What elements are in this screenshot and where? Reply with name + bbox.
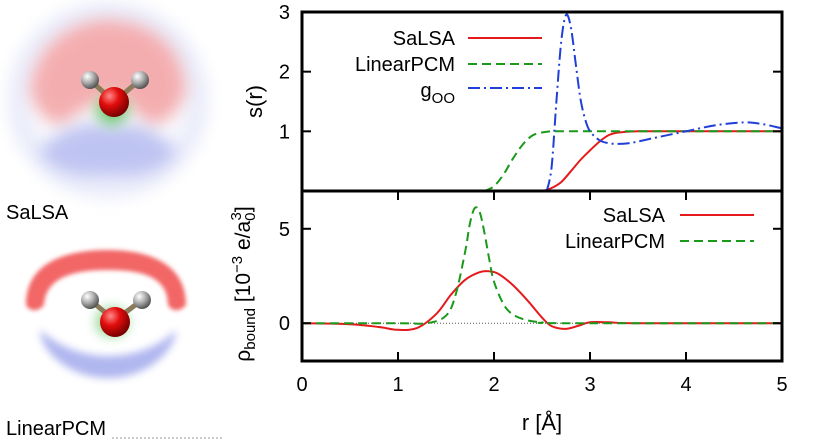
legend-entry-linearpcm: LinearPCM <box>355 54 542 76</box>
s-of-r-legend: SaLSA LinearPCM gOO <box>355 28 542 107</box>
s-of-r-chart: 1 2 3 s(r) SaLSA LinearPCM gOO <box>242 2 784 193</box>
series-line-linearpcm-bottom <box>302 206 782 325</box>
rho-bound-chart: 0 5 0 1 2 3 4 5 ρbound [10−3 e/a03] r [Å] SaLSA… <box>228 189 788 435</box>
x-tick-label: 5 <box>776 374 787 396</box>
series-line-salsa <box>532 130 782 191</box>
x-tick-label: 0 <box>296 374 307 396</box>
y-tick-label: 3 <box>279 2 290 24</box>
legend-label-goo: gOO <box>421 80 455 107</box>
s-of-r-y-axis-label: s(r) <box>242 85 267 118</box>
x-tick-label: 4 <box>680 374 691 396</box>
legend-entry-linearpcm-bottom: LinearPCM <box>565 231 754 253</box>
legend-label-linearpcm: LinearPCM <box>355 54 455 76</box>
salsa-density-image <box>8 2 208 198</box>
rho-bound-x-axis-label: r [Å] <box>522 410 562 435</box>
series-line-salsa-bottom <box>302 270 782 331</box>
legend-label-salsa: SaLSA <box>393 28 456 50</box>
series-line-g-oo <box>545 13 782 191</box>
legend-entry-salsa-bottom: SaLSA <box>603 205 754 227</box>
y-tick-label: 0 <box>279 313 290 335</box>
legend-label-salsa-bottom: SaLSA <box>603 205 666 227</box>
rho-bound-y-axis-label: ρbound [10−3 e/a03] <box>228 206 259 361</box>
series-line-linearpcm <box>483 130 782 191</box>
legend-entry-salsa: SaLSA <box>393 28 542 50</box>
y-tick-label: 1 <box>279 121 290 143</box>
y-tick-label: 5 <box>279 219 290 241</box>
x-tick-label: 2 <box>488 374 499 396</box>
s-of-r-y-ticks: 1 2 3 <box>279 2 782 143</box>
x-tick-label: 1 <box>392 374 403 396</box>
x-tick-label: 3 <box>584 374 595 396</box>
linearpcm-density-image <box>26 250 186 378</box>
s-of-r-series-group <box>483 13 782 191</box>
rho-bound-legend: SaLSA LinearPCM <box>565 205 754 253</box>
salsa-panel-label: SaLSA <box>6 202 69 224</box>
rho-bound-plot-frame <box>300 189 784 363</box>
rho-bound-ticks: 0 5 0 1 2 3 4 5 <box>279 191 788 396</box>
legend-entry-goo: gOO <box>421 80 542 107</box>
rho-bound-series-group <box>302 206 782 331</box>
y-tick-label: 2 <box>279 62 290 84</box>
linearpcm-panel-label: LinearPCM <box>6 418 106 440</box>
legend-label-linearpcm-bottom: LinearPCM <box>565 231 665 253</box>
